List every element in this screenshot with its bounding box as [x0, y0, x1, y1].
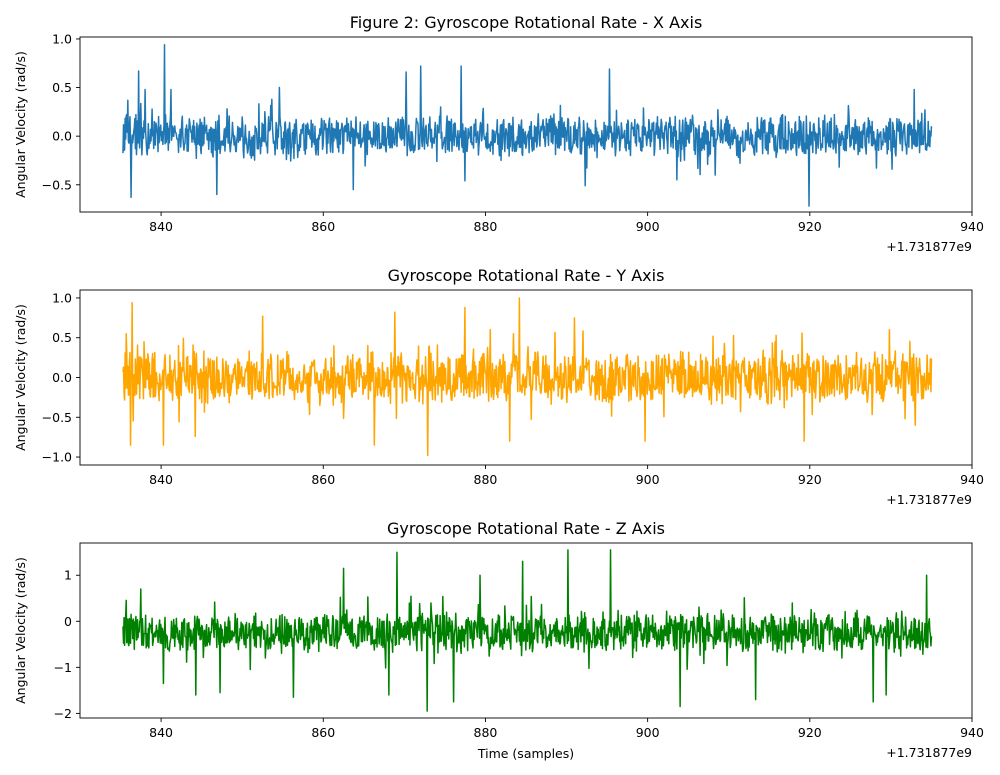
chart-title: Figure 2: Gyroscope Rotational Rate - X …	[350, 13, 703, 32]
x-axis-label: Time (samples)	[477, 746, 574, 761]
x-tick-label: 920	[798, 725, 822, 740]
y-axis-label: Angular Velocity (rad/s)	[13, 51, 28, 198]
x-tick-label: 900	[636, 219, 660, 234]
x-tick-label: 920	[798, 472, 822, 487]
axes-frame	[79, 542, 973, 719]
x-tick-label: 860	[311, 725, 335, 740]
y-tick-label: −2	[54, 706, 72, 721]
subplot-x-axis: Figure 2: Gyroscope Rotational Rate - X …	[13, 13, 984, 254]
x-offset-label: +1.731877e9	[886, 239, 972, 254]
x-tick-label: 880	[474, 725, 498, 740]
x-tick-label: 840	[149, 219, 173, 234]
x-tick-label: 920	[798, 219, 822, 234]
y-tick-label: 0.5	[52, 330, 72, 345]
x-offset-label: +1.731877e9	[886, 745, 972, 760]
x-tick-label: 840	[149, 472, 173, 487]
x-tick-label: 940	[960, 219, 984, 234]
y-tick-label: 0.0	[52, 129, 72, 144]
x-tick-label: 940	[960, 725, 984, 740]
y-tick-label: 0	[64, 614, 72, 629]
x-tick-label: 880	[474, 219, 498, 234]
y-tick-label: 1	[64, 568, 72, 583]
x-tick-label: 860	[311, 472, 335, 487]
y-tick-label: −1.0	[42, 450, 72, 465]
subplot-z-axis: Gyroscope Rotational Rate - Z Axis 840 860…	[13, 519, 984, 761]
x-tick-label: 880	[474, 472, 498, 487]
x-tick-label: 900	[636, 472, 660, 487]
y-tick-label: −0.5	[42, 177, 72, 192]
data-series-line	[122, 297, 933, 457]
y-axis-label: Angular Velocity (rad/s)	[13, 557, 28, 704]
subplot-y-axis: Gyroscope Rotational Rate - Y Axis 840 860…	[13, 266, 984, 507]
y-tick-label: 0.0	[52, 370, 72, 385]
x-tick-label: 940	[960, 472, 984, 487]
y-tick-label: 1.0	[52, 31, 72, 46]
chart-title: Gyroscope Rotational Rate - Z Axis	[387, 519, 665, 538]
chart-title: Gyroscope Rotational Rate - Y Axis	[388, 266, 665, 285]
x-tick-label: 860	[311, 219, 335, 234]
x-tick-label: 840	[149, 725, 173, 740]
x-offset-label: +1.731877e9	[886, 492, 972, 507]
axes-frame	[79, 36, 973, 213]
y-axis-label: Angular Velocity (rad/s)	[13, 304, 28, 451]
y-tick-label: 0.5	[52, 80, 72, 95]
x-tick-label: 900	[636, 725, 660, 740]
y-tick-label: −0.5	[42, 410, 72, 425]
data-series-line	[122, 44, 933, 207]
y-tick-label: 1.0	[52, 290, 72, 305]
data-series-line	[122, 549, 933, 712]
y-tick-label: −1	[54, 660, 72, 675]
